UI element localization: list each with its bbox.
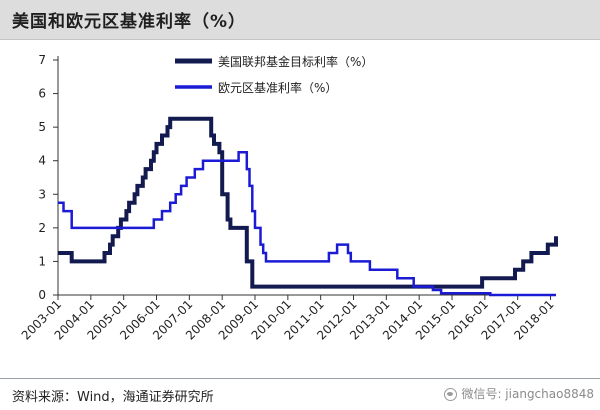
y-tick-label: 1 xyxy=(38,254,46,268)
y-tick-label: 5 xyxy=(38,120,46,134)
chart-title: 美国和欧元区基准利率（%） xyxy=(0,0,600,40)
legend-label-1: 欧元区基准利率（%） xyxy=(218,80,337,95)
y-tick-label: 0 xyxy=(38,288,46,302)
x-axis: 2003-012004-012005-012006-012007-012008-… xyxy=(19,294,557,343)
y-tick-label: 7 xyxy=(38,53,46,67)
wechat-icon xyxy=(444,388,458,401)
y-tick-label: 6 xyxy=(38,87,46,101)
y-tick-label: 3 xyxy=(38,187,46,201)
legend: 美国联邦基金目标利率（%） 欧元区基准利率（%） xyxy=(175,54,373,95)
y-tick-label: 2 xyxy=(38,221,46,235)
watermark-text: 微信号: jiangchao8848 xyxy=(461,387,594,401)
source-note: 资料来源：Wind，海通证券研究所 xyxy=(0,378,600,410)
y-tick-label: 4 xyxy=(38,154,46,168)
series-line-1 xyxy=(58,151,556,297)
watermark: 微信号: jiangchao8848 xyxy=(444,385,594,402)
series-lines xyxy=(58,116,558,297)
rate-line-chart: 0 1 2 3 4 5 6 7 2003-012004-012005-012006-01200… xyxy=(19,53,558,343)
y-axis: 0 1 2 3 4 5 6 7 xyxy=(38,53,59,302)
legend-label-0: 美国联邦基金目标利率（%） xyxy=(218,54,373,69)
